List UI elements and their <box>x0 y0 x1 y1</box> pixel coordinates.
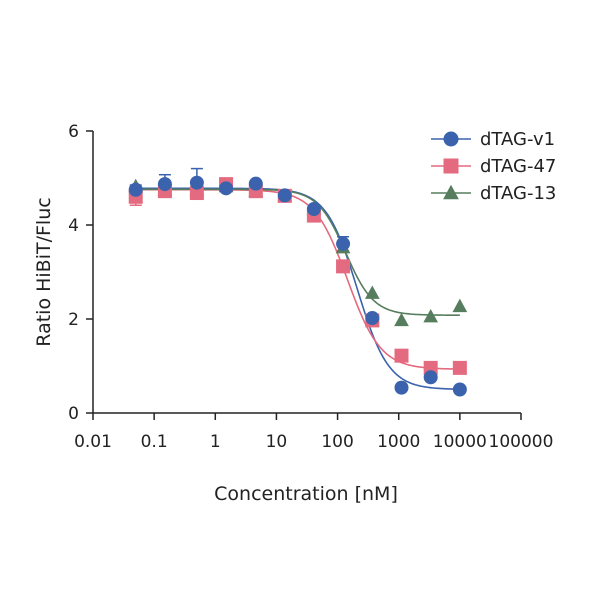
y-axis-ticks: 0 2 4 6 <box>68 122 93 424</box>
x-axis-title: Concentration [nM] <box>214 483 398 505</box>
x-tick-label: 100000 <box>489 432 554 452</box>
y-axis-title: Ratio HiBiT/Fluc <box>33 197 55 346</box>
legend: dTAG-v1 dTAG-47 dTAG-13 <box>431 129 556 204</box>
data-point-dTAG-13 <box>423 308 439 323</box>
fit-curve-dTAG-47 <box>135 188 460 370</box>
x-tick-label: 100 <box>321 432 353 452</box>
data-point-dTAG-47 <box>336 259 351 274</box>
y-tick-label: 6 <box>68 122 79 142</box>
legend-label: dTAG-v1 <box>480 129 555 150</box>
data-point-dTAG-v1 <box>219 181 234 196</box>
x-tick-label: 10000 <box>433 432 487 452</box>
data-point-dTAG-47 <box>452 360 467 375</box>
x-tick-label: 0.1 <box>141 432 168 452</box>
data-point-dTAG-v1 <box>277 188 292 203</box>
data-point-dTAG-47 <box>394 348 409 363</box>
x-axis-ticks: 0.01 0.1 1 10 100 1000 10000 100000 <box>74 413 553 452</box>
data-point-dTAG-v1 <box>189 175 204 190</box>
x-tick-label: 0.01 <box>74 432 112 452</box>
legend-item-dTAG-13: dTAG-13 <box>431 183 556 204</box>
data-points <box>128 175 468 397</box>
data-point-dTAG-13 <box>394 312 409 327</box>
data-point-dTAG-v1 <box>306 202 321 217</box>
legend-item-dTAG-47: dTAG-47 <box>431 156 556 177</box>
x-tick-label: 1000 <box>377 432 420 452</box>
data-point-dTAG-v1 <box>452 382 467 397</box>
data-point-dTAG-v1 <box>128 182 143 197</box>
data-point-dTAG-13 <box>452 298 468 313</box>
legend-marker-square-icon <box>443 158 459 174</box>
data-point-dTAG-v1 <box>394 380 409 395</box>
legend-label: dTAG-47 <box>480 156 556 177</box>
data-point-dTAG-v1 <box>157 177 172 192</box>
data-point-dTAG-v1 <box>248 176 263 191</box>
y-tick-label: 4 <box>68 216 79 236</box>
data-point-dTAG-13 <box>364 285 380 299</box>
fit-curves <box>135 187 460 391</box>
legend-label: dTAG-13 <box>480 183 556 204</box>
legend-marker-circle-icon <box>443 131 459 147</box>
fit-curve-dTAG-v1 <box>135 187 460 391</box>
legend-marker-triangle-icon <box>443 184 459 200</box>
data-point-dTAG-v1 <box>423 370 438 385</box>
data-point-dTAG-47 <box>189 186 204 201</box>
y-tick-label: 0 <box>68 404 79 424</box>
data-point-dTAG-v1 <box>336 236 351 251</box>
x-tick-label: 10 <box>266 432 288 452</box>
x-tick-label: 1 <box>210 432 221 452</box>
legend-item-dTAG-v1: dTAG-v1 <box>431 129 555 150</box>
data-point-dTAG-v1 <box>365 311 380 326</box>
fit-curve-dTAG-13 <box>135 188 460 316</box>
plot-area: 0 2 4 6 0.01 0.1 1 10 100 1000 10000 100000 <box>68 122 553 452</box>
y-tick-label: 2 <box>68 310 79 330</box>
